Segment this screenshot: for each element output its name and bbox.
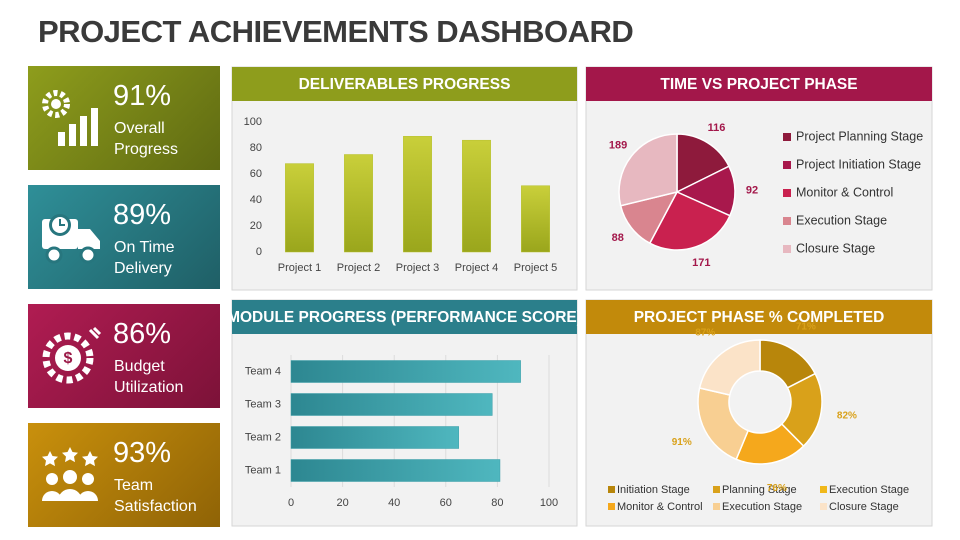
donut-segment: [698, 339, 761, 396]
x-tick-label: 20: [336, 497, 348, 509]
legend-swatch: [608, 503, 615, 510]
kpi-card: $ 86% Budget Utilization: [28, 304, 220, 408]
chart-title: TIME VS PROJECT PHASE: [660, 76, 857, 93]
y-tick-label: 60: [250, 168, 262, 180]
data-label: 87%: [695, 328, 715, 339]
kpi-card: 93% Team Satisfaction: [28, 423, 220, 527]
legend-swatch: [608, 486, 615, 493]
legend-label: Monitor & Control: [796, 185, 893, 199]
data-label: 171: [692, 257, 710, 269]
y-tick-label: 20: [250, 220, 262, 232]
x-tick-label: Project 5: [514, 262, 557, 274]
bar: [403, 136, 432, 253]
legend-swatch: [713, 486, 720, 493]
kpi-label: Team Satisfaction: [114, 477, 197, 515]
kpi-value: 93%: [113, 437, 172, 469]
data-label: 71%: [796, 322, 816, 333]
kpi-icon: [42, 90, 98, 146]
kpi-label: Overall Progress: [114, 120, 179, 158]
x-tick-label: 100: [540, 497, 558, 509]
kpi-icon: [42, 214, 100, 264]
data-label: 91%: [672, 437, 692, 448]
y-tick-label: 80: [250, 142, 262, 154]
data-label: 88: [612, 232, 624, 244]
legend-label: Initiation Stage: [617, 484, 690, 496]
y-tick-label: Team 1: [245, 464, 281, 476]
kpi-value: 86%: [113, 318, 172, 350]
chart-title: MODULE PROGRESS (PERFORMANCE SCORE): [227, 309, 582, 326]
bar: [290, 426, 459, 449]
kpi-card: 89% On Time Delivery: [28, 185, 220, 289]
pie-slice: [676, 133, 730, 194]
bar: [462, 139, 491, 253]
x-tick-label: 60: [440, 497, 452, 509]
panel-header: [232, 300, 577, 334]
bar: [344, 154, 373, 253]
x-tick-label: 80: [491, 497, 503, 509]
data-label: 189: [609, 140, 627, 152]
legend-label: Execution Stage: [722, 501, 802, 513]
legend-swatch: [783, 161, 791, 169]
x-tick-label: Project 4: [455, 262, 498, 274]
pie-slice: [618, 133, 678, 207]
y-tick-label: 0: [256, 246, 262, 258]
panel-header: [586, 300, 932, 334]
y-tick-label: 100: [244, 116, 262, 128]
legend-swatch: [713, 503, 720, 510]
x-tick-label: 0: [288, 497, 294, 509]
kpi-value: 91%: [113, 80, 172, 112]
legend-swatch: [820, 503, 827, 510]
kpi-icon: [42, 447, 98, 501]
x-tick-label: Project 1: [278, 262, 321, 274]
data-label: 76%: [767, 483, 787, 494]
y-tick-label: Team 3: [245, 398, 281, 410]
legend-label: Monitor & Control: [617, 501, 703, 513]
legend-label: Closure Stage: [829, 501, 899, 513]
legend-swatch: [783, 133, 791, 141]
legend-label: Execution Stage: [796, 213, 887, 227]
panel: [585, 299, 933, 527]
chart-title: PROJECT PHASE % COMPLETED: [634, 309, 885, 326]
panel-header: [232, 67, 577, 101]
kpi-value: 89%: [113, 199, 172, 231]
legend-swatch: [783, 189, 791, 197]
kpi-label: On Time Delivery: [114, 239, 175, 277]
legend-swatch: [783, 217, 791, 225]
legend-swatch: [783, 245, 791, 253]
bar: [290, 459, 501, 482]
panel-header: [586, 67, 932, 101]
x-tick-label: Project 3: [396, 262, 439, 274]
y-tick-label: Team 2: [245, 431, 281, 443]
legend-swatch: [820, 486, 827, 493]
legend-label: Project Planning Stage: [796, 129, 923, 143]
bar: [290, 393, 493, 416]
bar: [290, 360, 521, 383]
data-label: 92: [746, 184, 758, 196]
legend-label: Execution Stage: [829, 484, 909, 496]
bar: [521, 185, 550, 253]
y-tick-label: Team 4: [245, 365, 281, 377]
bar: [285, 163, 314, 253]
kpi-label: Budget Utilization: [114, 358, 184, 396]
data-label: 82%: [837, 411, 857, 422]
legend-label: Planning Stage: [722, 484, 797, 496]
y-tick-label: 40: [250, 194, 262, 206]
page-title: PROJECT ACHIEVEMENTS DASHBOARD: [38, 14, 634, 49]
data-label: 116: [708, 122, 726, 134]
legend-label: Closure Stage: [796, 241, 875, 255]
svg-text:$: $: [64, 350, 73, 367]
x-tick-label: Project 2: [337, 262, 380, 274]
pie-slice: [675, 165, 736, 217]
kpi-card: 91% Overall Progress: [28, 66, 220, 170]
legend-label: Project Initiation Stage: [796, 157, 921, 171]
kpi-icon: $: [42, 326, 102, 384]
x-tick-label: 40: [388, 497, 400, 509]
chart-title: DELIVERABLES PROGRESS: [299, 76, 511, 93]
